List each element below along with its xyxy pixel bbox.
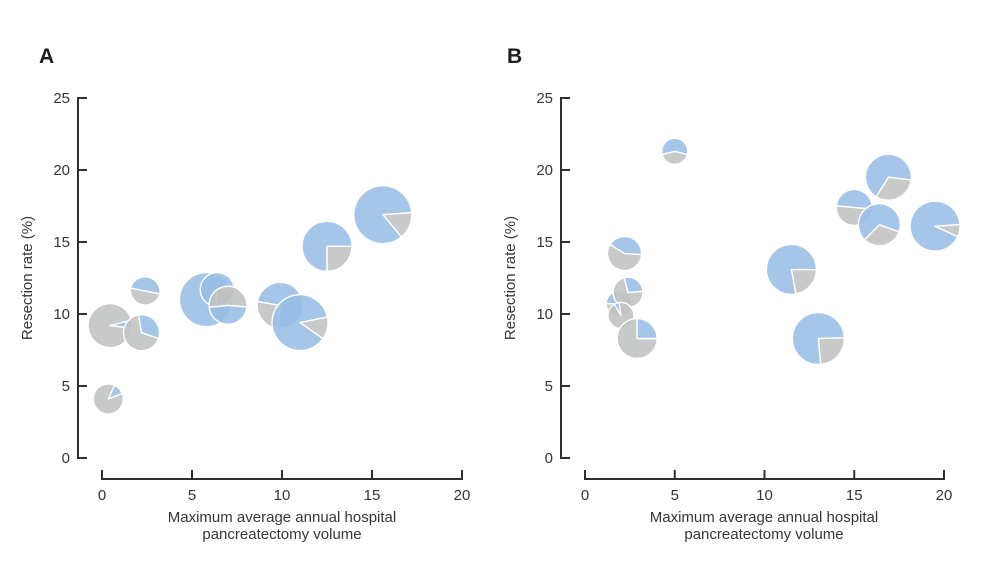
x-axis: 0 5 10 15 20 Maximum average annual hospitalp…: [98, 470, 471, 543]
x-tick-label: 20: [454, 487, 471, 504]
gray-wedge: [606, 243, 643, 272]
pie-marker: [271, 293, 329, 352]
pie-marker: [857, 203, 902, 247]
pie-marker: [864, 153, 913, 201]
blue-wedge: [661, 137, 689, 156]
blue-wedge: [909, 200, 961, 252]
pie-marker: [208, 285, 248, 325]
x-tick-label: 15: [364, 487, 381, 504]
pie-marker: [122, 314, 161, 352]
y-tick-label: 0: [62, 450, 70, 467]
gray-wedge: [817, 337, 846, 366]
pie-marker: [909, 200, 961, 252]
gray-wedge: [661, 150, 688, 165]
blue-wedge: [835, 188, 873, 210]
blue-wedge: [613, 301, 622, 317]
pie-marker: [606, 235, 643, 272]
x-tick-label: 15: [846, 487, 863, 504]
blue-wedge: [353, 184, 413, 245]
y-axis: 0 5 10 15 20 25 Resection rate (%): [502, 90, 570, 467]
blue-wedge: [208, 304, 248, 325]
blue-wedge: [636, 317, 658, 340]
gray-wedge: [863, 224, 900, 247]
blue-wedge: [609, 235, 643, 256]
pie-marker: [616, 317, 658, 360]
x-tick-label: 10: [756, 487, 773, 504]
blue-wedge: [791, 311, 845, 366]
blue-wedge: [864, 153, 913, 198]
pie-markers: [605, 137, 961, 366]
pie-marker: [791, 311, 846, 366]
y-tick-label: 10: [536, 306, 553, 323]
y-tick-label: 15: [536, 234, 553, 251]
panel-B: 0 5 10 15 20 25 Resection rate (%) 0 5 10 15 20 Maxi…: [502, 90, 961, 543]
blue-wedge: [107, 384, 123, 400]
blue-wedge: [301, 220, 353, 272]
x-axis-title: Maximum average annual hospital: [168, 509, 396, 526]
pie-marker: [353, 184, 413, 245]
pie-marker: [92, 383, 124, 415]
pie-markers: [87, 184, 413, 415]
panel-A: 0 5 10 15 20 25 Resection rate (%) 0 5 10 15 20 Maxi…: [19, 90, 470, 543]
gray-wedge: [616, 317, 658, 360]
gray-wedge: [208, 285, 248, 308]
x-tick-label: 5: [671, 487, 679, 504]
panel-a-label: A: [39, 45, 55, 68]
y-tick-label: 5: [545, 378, 553, 395]
x-tick-label: 20: [936, 487, 953, 504]
pie-marker: [301, 220, 353, 272]
blue-wedge: [765, 243, 818, 296]
blue-wedge: [857, 203, 902, 241]
pie-marker: [612, 276, 644, 309]
blue-wedge: [623, 276, 644, 294]
x-tick-label: 10: [274, 487, 291, 504]
x-axis: 0 5 10 15 20 Maximum average annual hospitalp…: [581, 470, 953, 543]
x-tick-label: 0: [581, 487, 589, 504]
pie-marker: [661, 137, 689, 165]
y-tick-label: 20: [536, 162, 553, 179]
x-tick-label: 5: [188, 487, 196, 504]
y-tick-label: 0: [545, 450, 553, 467]
x-axis-title: pancreatectomy volume: [202, 526, 361, 543]
gray-wedge: [129, 287, 161, 306]
x-axis-title: pancreatectomy volume: [684, 526, 843, 543]
blue-wedge: [271, 293, 329, 352]
y-tick-label: 10: [53, 306, 70, 323]
x-axis-title: Maximum average annual hospital: [650, 509, 878, 526]
y-axis-title: Resection rate (%): [19, 216, 36, 340]
y-tick-label: 25: [53, 90, 70, 107]
x-tick-label: 0: [98, 487, 106, 504]
y-tick-label: 25: [536, 90, 553, 107]
y-tick-label: 20: [53, 162, 70, 179]
y-axis-title: Resection rate (%): [502, 216, 519, 340]
gray-wedge: [326, 245, 353, 272]
y-tick-label: 5: [62, 378, 70, 395]
y-tick-label: 15: [53, 234, 70, 251]
pie-marker: [129, 276, 161, 306]
blue-wedge: [137, 314, 161, 340]
blue-wedge: [129, 276, 161, 295]
panel-b-label: B: [507, 45, 523, 68]
y-axis: 0 5 10 15 20 25 Resection rate (%): [19, 90, 87, 467]
pie-marker: [765, 243, 818, 296]
